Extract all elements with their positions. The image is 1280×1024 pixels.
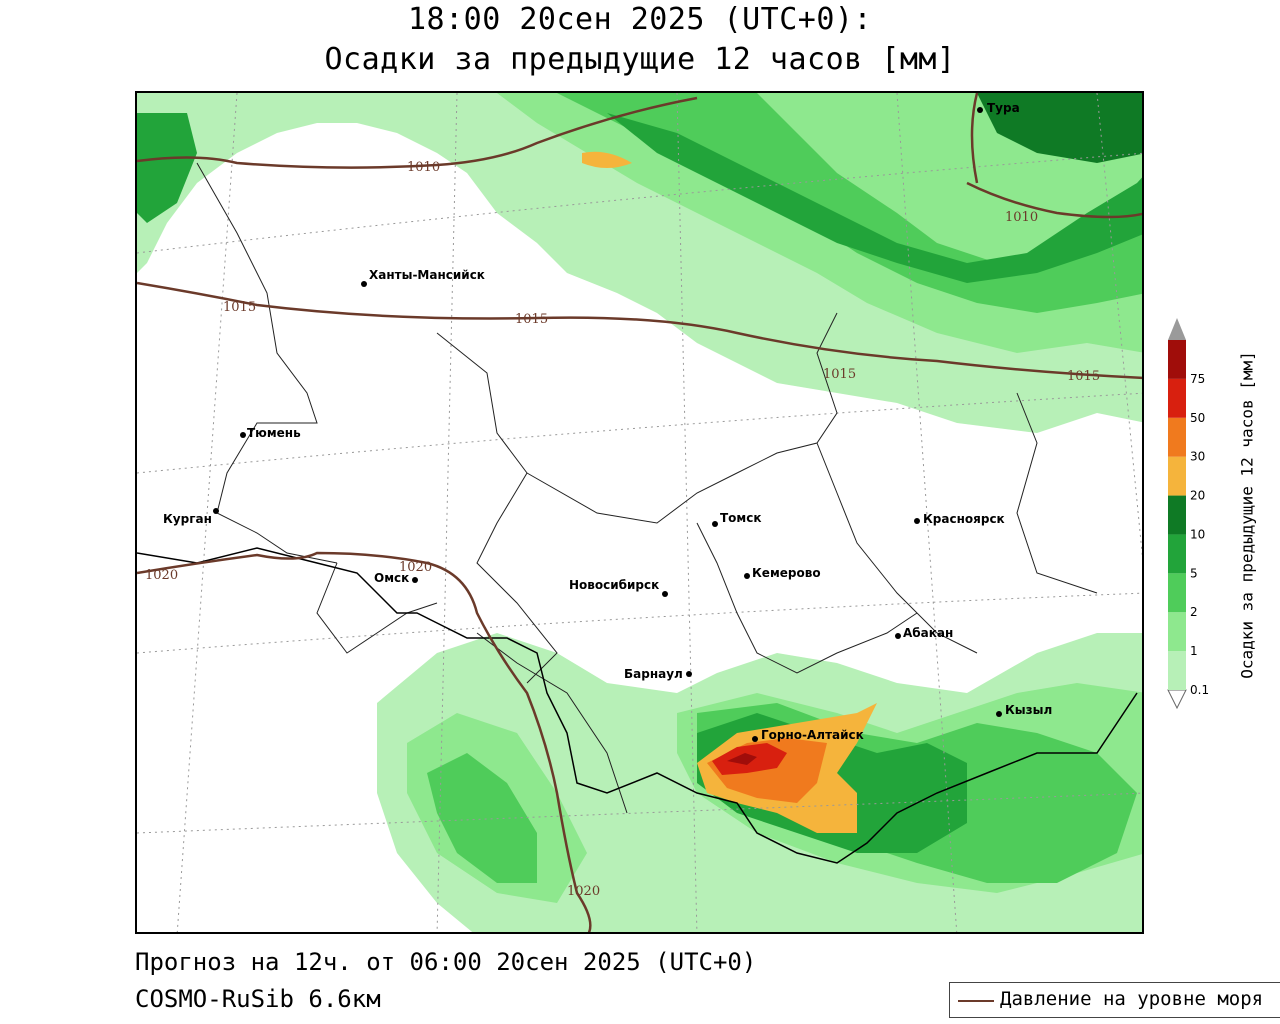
precip-nw-cell	[137, 113, 197, 223]
city-dot	[686, 671, 692, 677]
colorbar-title-text: Осадки за предыдущие 12 часов [мм]	[1237, 351, 1257, 679]
city-label-abakan: Абакан	[903, 626, 953, 640]
colorbar-swatch	[1168, 612, 1186, 652]
precip-small-yellow	[582, 151, 632, 168]
city-label-krasnoyarsk: Красноярск	[923, 512, 1005, 526]
city-dot	[744, 573, 750, 579]
colorbar-level-label: 75	[1190, 372, 1205, 386]
city-dot	[412, 577, 418, 583]
city-dot	[977, 107, 983, 113]
city-dot	[240, 432, 246, 438]
city-label-barnaul: Барнаул	[624, 667, 683, 681]
city-dot	[662, 591, 668, 597]
isobar-label-1020-omsk: 1020	[399, 560, 432, 575]
colorbar-canvas: 0.1 1 2 5 10 20 30 50 75	[1167, 318, 1209, 710]
isobar-label-1015-west: 1015	[223, 300, 256, 315]
colorbar-level-label: 5	[1190, 566, 1198, 580]
city-label-kemerovo: Кемерово	[752, 566, 821, 580]
colorbar-swatch	[1168, 340, 1186, 379]
city-dot	[914, 518, 920, 524]
colorbar-swatch	[1168, 573, 1186, 613]
colorbar-level-label: 50	[1190, 411, 1205, 425]
colorbar-level-label: 0.1	[1190, 683, 1209, 697]
isobar-label-1010-west: 1010	[407, 160, 440, 175]
colorbar-level-label: 2	[1190, 605, 1198, 619]
city-label-omsk: Омск	[374, 571, 409, 585]
state-border	[137, 547, 1138, 864]
colorbar-over-triangle	[1168, 318, 1186, 340]
city-dot	[752, 736, 758, 742]
city-label-tura: Тура	[987, 101, 1020, 115]
colorbar-under-triangle	[1167, 689, 1187, 710]
city-dot	[712, 521, 718, 527]
isobar-labels: 1010 1010 1015 1015 1015 1015 1020 1020 …	[145, 160, 1100, 899]
city-dot	[361, 281, 367, 287]
colorbar-swatch	[1168, 534, 1186, 574]
city-label-kyzyl: Кызыл	[1005, 703, 1052, 717]
map-title-parameter: Осадки за предыдущие 12 часов [мм]	[324, 42, 956, 77]
model-name: COSMO-RuSib 6.6км	[135, 985, 381, 1013]
colorbar-level-label: 1	[1190, 644, 1198, 658]
borders	[196, 162, 1098, 814]
city-label-gorno-altaysk: Горно-Алтайск	[761, 728, 864, 742]
city-dot	[895, 633, 901, 639]
colorbar-swatch	[1168, 456, 1186, 496]
map-canvas: 1010 1010 1015 1015 1015 1015 1020 1020 …	[137, 93, 1142, 932]
city-label-kurgan: Курган	[163, 512, 212, 526]
colorbar-labels: 0.1 1 2 5 10 20 30 50 75	[1190, 372, 1209, 697]
colorbar-level-label: 30	[1190, 450, 1205, 464]
pressure-legend-label: Давление на уровне моря	[1000, 988, 1264, 1010]
cities: Тура Ханты-Мансийск Тюмень Курган Омск Н…	[163, 101, 1052, 742]
city-label-khanty-mansiysk: Ханты-Мансийск	[369, 268, 485, 282]
city-dot	[213, 508, 219, 514]
graticule	[137, 93, 1142, 932]
city-dot	[996, 711, 1002, 717]
isobar-label-1020-west: 1020	[145, 568, 178, 583]
colorbar-level-label: 10	[1190, 527, 1205, 541]
city-label-tomsk: Томск	[720, 511, 762, 525]
colorbar-swatch	[1168, 378, 1186, 418]
forecast-info: Прогноз на 12ч. от 06:00 20сен 2025 (UTC…	[135, 948, 757, 976]
isobar-label-1015-center: 1015	[515, 312, 548, 327]
precip-south-darkred	[727, 753, 757, 765]
colorbar-swatches	[1167, 318, 1187, 710]
isobar-label-1015-east: 1015	[823, 367, 856, 382]
pressure-line-swatch	[958, 1000, 994, 1002]
isobar-label-1010-east: 1010	[1005, 210, 1038, 225]
isobar-label-1015-far-east: 1015	[1067, 369, 1100, 384]
colorbar-swatch	[1168, 495, 1186, 535]
isobars	[137, 93, 1142, 932]
precipitation-map: 1010 1010 1015 1015 1015 1015 1020 1020 …	[135, 91, 1144, 934]
precipitation-colorbar: 0.1 1 2 5 10 20 30 50 75	[1160, 310, 1280, 720]
city-label-tyumen: Тюмень	[247, 426, 301, 440]
precip-north-belt-4	[607, 113, 1142, 283]
city-label-novosibirsk: Новосибирск	[569, 578, 659, 592]
colorbar-title: Осадки за предыдущие 12 часов [мм]	[1232, 325, 1262, 705]
colorbar-swatch	[1168, 417, 1186, 457]
map-title-time: 18:00 20сен 2025 (UTC+0):	[407, 2, 873, 37]
pressure-legend: Давление на уровне моря	[949, 982, 1280, 1018]
isobar-label-1020-south: 1020	[567, 884, 600, 899]
colorbar-level-label: 20	[1190, 489, 1205, 503]
precipitation-field	[137, 93, 1142, 932]
colorbar-swatch	[1168, 651, 1186, 690]
precip-tura-cell	[977, 93, 1142, 163]
